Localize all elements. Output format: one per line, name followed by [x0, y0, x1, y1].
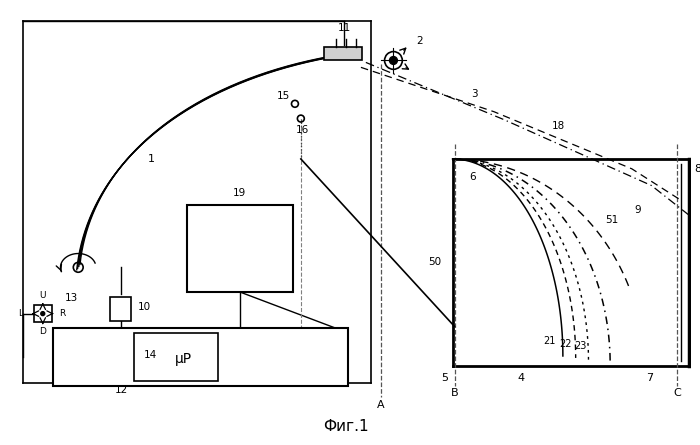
Text: 13: 13 [64, 293, 78, 303]
Text: C: C [673, 388, 681, 398]
Text: 6: 6 [469, 172, 475, 182]
Bar [325, 47, 362, 61]
Text: 1: 1 [148, 154, 155, 164]
Bar [52, 328, 348, 385]
Text: L: L [19, 309, 24, 318]
Circle shape [41, 312, 45, 316]
Text: U: U [39, 291, 46, 300]
Text: 10: 10 [138, 302, 150, 312]
Text: 3: 3 [471, 89, 477, 99]
Text: 7: 7 [646, 372, 653, 383]
Text: 11: 11 [337, 23, 351, 33]
Bar [134, 333, 218, 380]
Text: 22: 22 [559, 339, 572, 349]
Text: 8: 8 [694, 164, 700, 174]
Text: μP: μP [175, 352, 192, 366]
Text: 4: 4 [518, 372, 525, 383]
Text: 2: 2 [416, 36, 424, 46]
Text: 19: 19 [233, 188, 246, 198]
Text: Фиг.1: Фиг.1 [323, 419, 369, 434]
Text: B: B [451, 388, 458, 398]
Text: 14: 14 [144, 350, 158, 360]
Text: 16: 16 [296, 125, 309, 135]
Bar [34, 305, 52, 323]
Text: 15: 15 [276, 91, 290, 101]
Circle shape [389, 57, 398, 65]
Text: 12: 12 [115, 385, 128, 396]
Text: 18: 18 [552, 121, 565, 131]
Text: 50: 50 [428, 257, 442, 267]
Bar [110, 297, 132, 320]
Text: D: D [39, 327, 46, 336]
Text: A: A [377, 400, 384, 410]
Text: 21: 21 [543, 336, 555, 346]
Text: 5: 5 [441, 372, 448, 383]
Bar [187, 205, 293, 292]
Text: R: R [60, 309, 66, 318]
Text: 51: 51 [606, 215, 619, 225]
Text: 23: 23 [575, 341, 587, 351]
Text: 9: 9 [634, 205, 641, 215]
